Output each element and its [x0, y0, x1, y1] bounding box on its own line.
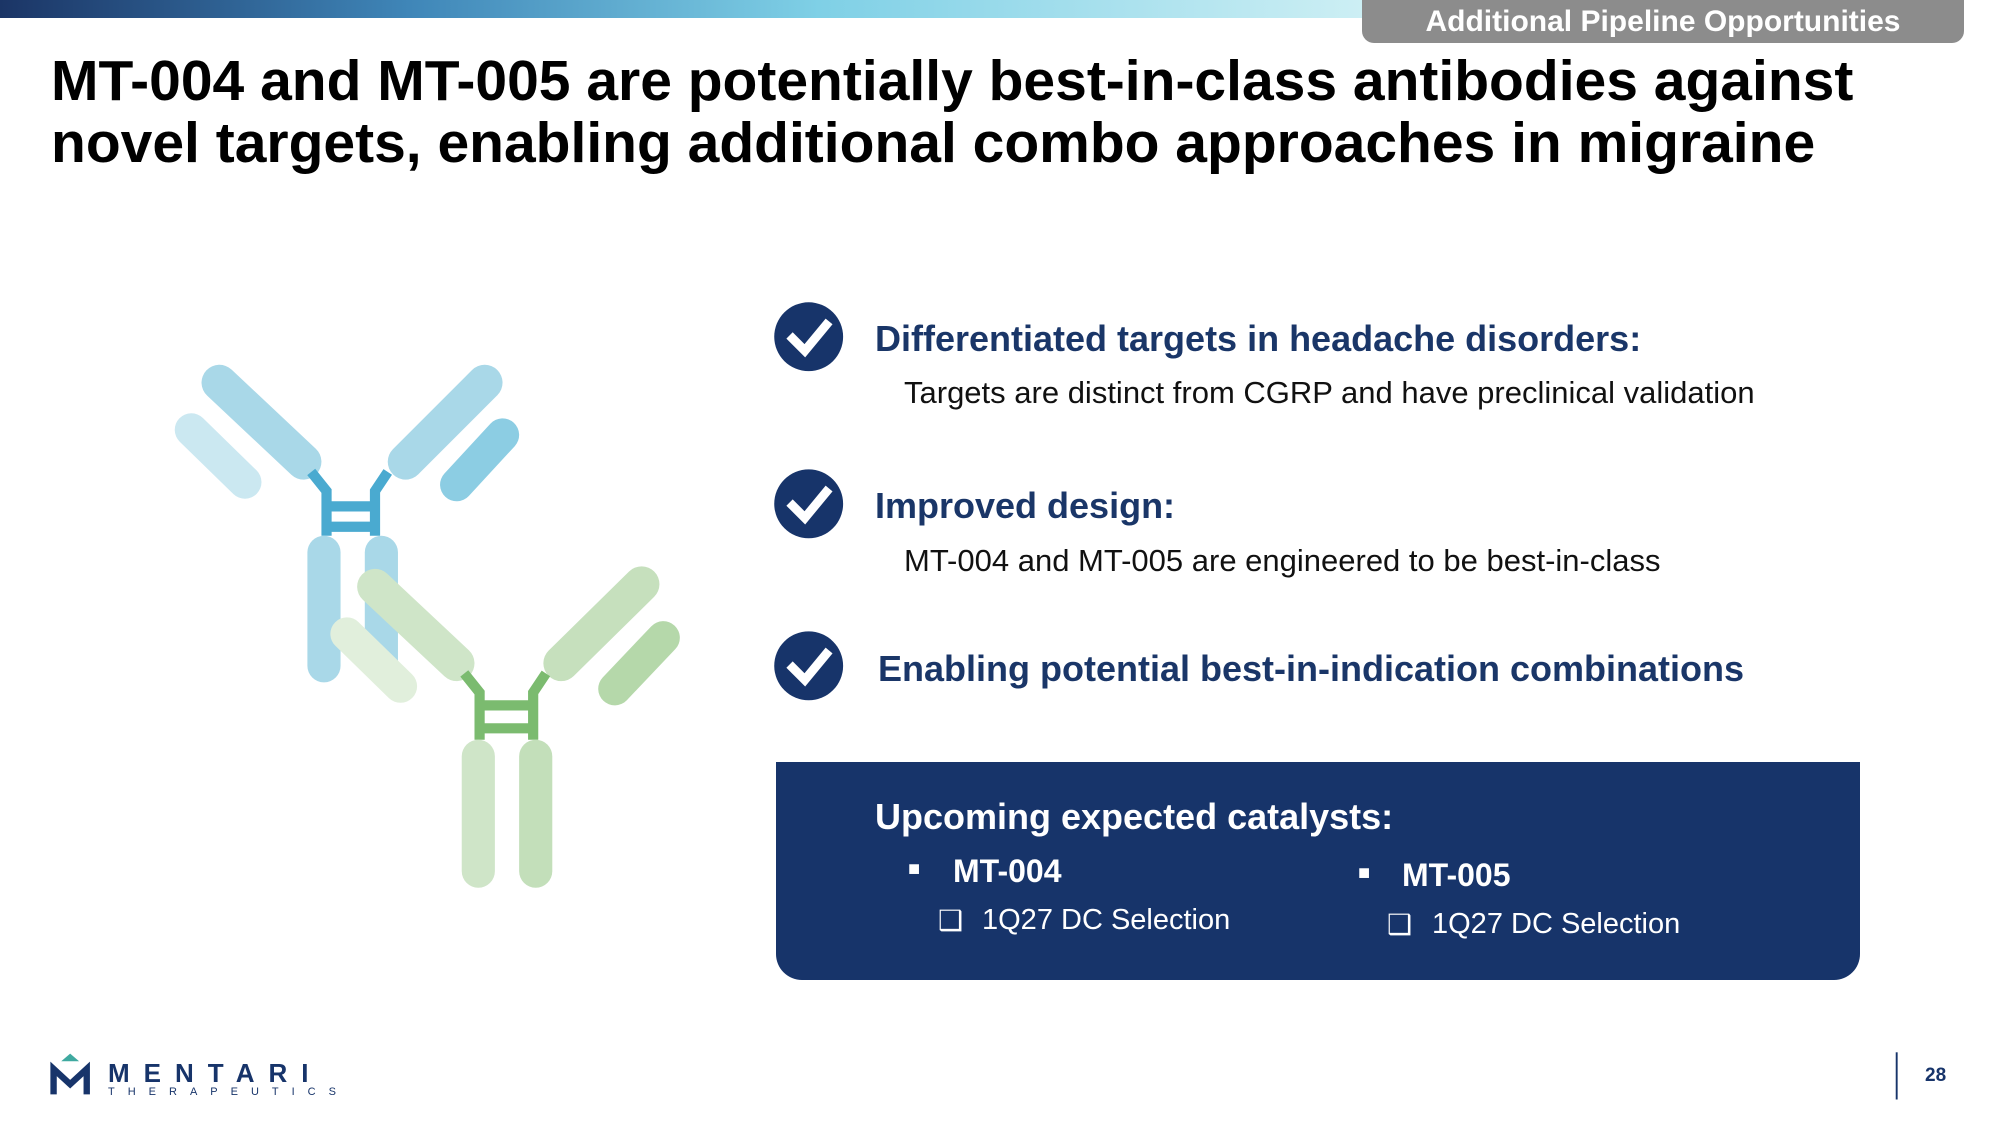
check-icons [774, 302, 844, 701]
title-line: novel targets, enabling additional combo… [51, 111, 1816, 175]
catalyst-name: MT-005 [1402, 857, 1511, 893]
catalyst-detail: 1Q27 DC Selection [1432, 908, 1681, 940]
point-heading: Enabling potential best-in-indication co… [878, 648, 1745, 689]
catalyst-box [776, 762, 1860, 980]
bullet: ■ [908, 858, 921, 880]
point-text: Targets are distinct from CGRP and have … [904, 375, 1755, 410]
point-heading: Differentiated targets in headache disor… [875, 318, 1642, 359]
section-tag: Additional Pipeline Opportunities [1362, 0, 1964, 43]
logo-name: MENTARI [108, 1058, 323, 1088]
checkbox: ❑ [938, 905, 964, 936]
catalyst-detail: 1Q27 DC Selection [982, 904, 1231, 936]
point-text: MT-004 and MT-005 are engineered to be b… [904, 543, 1661, 578]
top-bar [0, 0, 1365, 18]
point-heading: Improved design: [875, 485, 1176, 526]
checkbox: ❑ [1387, 909, 1413, 940]
bullet: ■ [1358, 862, 1371, 884]
page-number: 28 [1925, 1065, 1947, 1086]
logo-mark [50, 1053, 90, 1095]
logo-sub: THERAPEUTICS [108, 1086, 349, 1098]
catalyst-name: MT-004 [953, 853, 1062, 889]
title-line: MT-004 and MT-005 are potentially best-i… [51, 49, 1854, 113]
catalyst-title: Upcoming expected catalysts: [875, 796, 1394, 837]
